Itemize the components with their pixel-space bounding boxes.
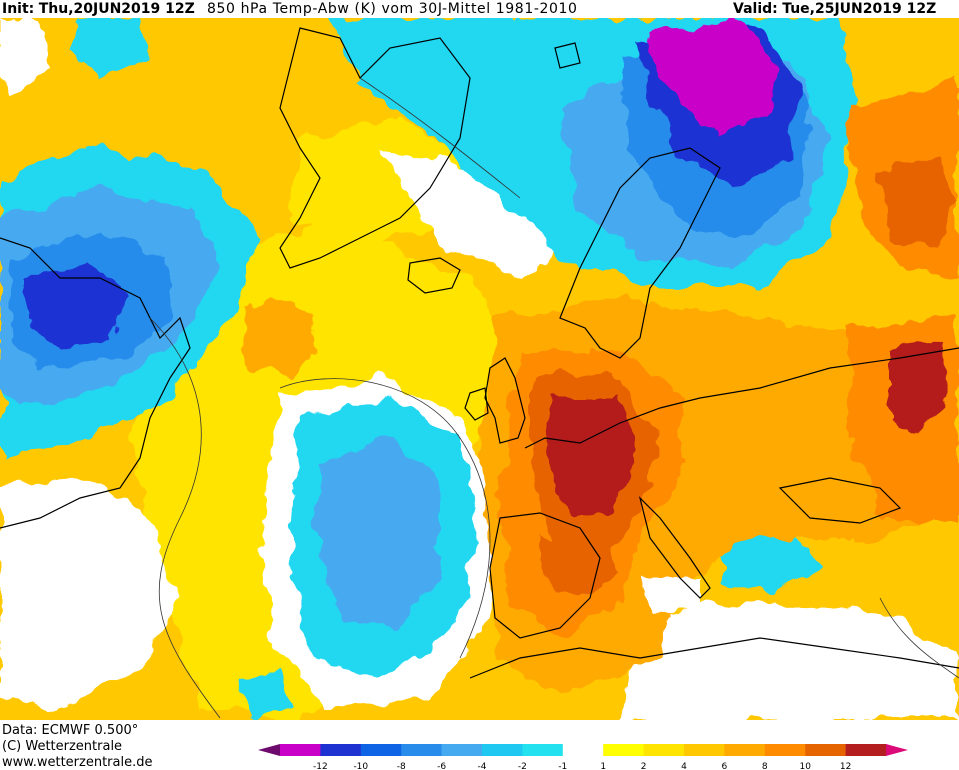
legend-swatch: [482, 744, 523, 756]
legend-swatch: [320, 744, 362, 756]
coastline-iberia: [489, 512, 601, 639]
coastline-north-africa: [469, 637, 959, 679]
legend-tick-label: 1: [600, 762, 606, 770]
legend-tick-label: -1: [558, 762, 567, 770]
anomaly-zone-warm-greenland-east: [200, 18, 360, 118]
legend-swatch: [603, 744, 645, 756]
coastline-svalbard: [554, 42, 581, 69]
contour-line-4: [359, 77, 521, 199]
legend-tick-label: -2: [518, 762, 527, 770]
legend-tick-label: -8: [397, 762, 406, 770]
legend-tick-label: -12: [313, 762, 328, 770]
anomaly-contours: [149, 77, 959, 719]
anomaly-zone-hot-strong-russia: [880, 158, 959, 248]
copyright-label: (C) Wetterzentrale: [2, 739, 123, 754]
legend-tick-label: 2: [641, 762, 647, 770]
anomaly-zone-warm-mid-iceland: [240, 298, 320, 378]
anomaly-patch-cool-3: [240, 668, 290, 718]
anomaly-zone-hot-extreme-east: [890, 338, 950, 438]
coastline-europe: [524, 347, 959, 449]
coastline-iceland: [407, 257, 461, 294]
anomaly-zone-cold-light-atlantic: [315, 438, 440, 628]
init-time: Init: Thu,20JUN2019 12Z: [2, 1, 195, 17]
coastline-black-sea: [778, 477, 902, 524]
anomaly-patch-cool-1: [20, 413, 70, 448]
anomaly-zone-neutral-west: [0, 478, 180, 708]
legend-swatch: [724, 744, 766, 756]
legend-swatch: [441, 744, 483, 756]
legend-swatch: [280, 744, 321, 756]
contour-line-2: [279, 378, 491, 659]
coastline-greenland: [279, 27, 471, 269]
anomaly-zone-cool-mediterranean: [720, 533, 820, 593]
anomaly-patch-cool-2: [70, 18, 150, 78]
contour-line-1: [149, 317, 221, 719]
legend-tick-label: -10: [353, 762, 368, 770]
legend-tick-label: 8: [762, 762, 768, 770]
legend-swatch: [764, 744, 806, 756]
legend-swatch: [845, 744, 887, 756]
anomaly-zone-neutral-southeast: [620, 598, 959, 720]
map-footer: Data: ECMWF 0.500° (C) Wetterzentrale ww…: [0, 720, 959, 770]
legend-tick-label: 12: [840, 762, 851, 770]
anomaly-zone-cold-extreme-barents: [650, 23, 780, 133]
anomaly-zone-hot-strong-spain: [540, 538, 620, 598]
map-header: Init: Thu,20JUN2019 12Z 850 hPa Temp-Abw…: [0, 0, 959, 18]
legend-swatch: [522, 744, 564, 756]
legend-tick-label: 10: [799, 762, 811, 770]
website-link[interactable]: www.wetterzentrale.de: [2, 755, 153, 770]
legend-tick-label: 4: [681, 762, 687, 770]
anomaly-zone-cold-strong-labrador: [25, 263, 130, 348]
coastline-canada: [0, 237, 191, 529]
legend-tick-label: -6: [437, 762, 446, 770]
coastline-scandinavia: [559, 147, 721, 359]
anomaly-patch-neutral-1: [0, 18, 50, 98]
legend-tick-label: 6: [722, 762, 728, 770]
legend-swatch: [684, 744, 725, 756]
legend-swatch: [360, 744, 402, 756]
legend-swatch: [401, 744, 443, 756]
map-title: 850 hPa Temp-Abw (K) vom 30J-Mittel 1981…: [207, 1, 578, 17]
data-source-label: Data: ECMWF 0.500°: [2, 723, 139, 738]
color-legend: -12 -10 -8 -6 -4 -2 -1 1 2 4 6 8 10 12: [258, 744, 908, 770]
anomaly-zone-hot-extreme-france: [550, 398, 640, 518]
legend-swatch: [805, 744, 847, 756]
anomaly-patch-neutral-2: [640, 578, 700, 613]
legend-arrow-min: [258, 744, 280, 756]
legend-tick-label: -4: [478, 762, 487, 770]
coastline-britain: [484, 357, 526, 444]
legend-swatch: [562, 744, 604, 756]
coastline-italy: [638, 496, 711, 599]
contour-line-3: [879, 597, 959, 679]
legend-swatch: [643, 744, 685, 756]
temperature-anomaly-map: [0, 18, 959, 720]
valid-time: Valid: Tue,25JUN2019 12Z: [733, 1, 937, 17]
coastline-ireland: [464, 387, 489, 421]
legend-arrow-max: [886, 744, 908, 756]
coastlines: [0, 27, 959, 679]
